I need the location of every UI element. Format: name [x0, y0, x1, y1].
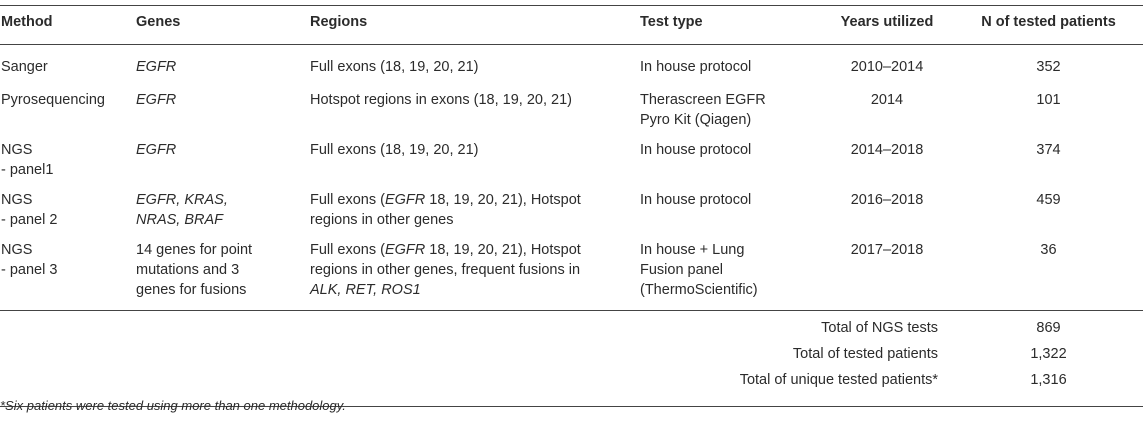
- table-row: Sanger EGFR Full exons (18, 19, 20, 21) In …: [0, 45, 1143, 84]
- table-row: NGS - panel 2 EGFR, KRAS, NRAS, BRAF Full ex…: [0, 183, 1143, 233]
- cell-regions: Full exons (18, 19, 20, 21): [310, 142, 479, 158]
- table-row: NGS - panel 3 14 genes for point mutations …: [0, 233, 1143, 311]
- total-value: 869: [1036, 320, 1061, 336]
- table-row: Pyrosequencing EGFR Hotspot regions in exo…: [0, 83, 1143, 133]
- header-regions: Regions: [310, 14, 368, 30]
- header-row: Method Genes Regions Test type Years uti…: [0, 5, 1143, 45]
- cell-regions: Hotspot regions in exons (18, 19, 20, 21…: [310, 92, 572, 108]
- header-n-patients: N of tested patients: [981, 14, 1116, 30]
- cell-test-type: In house protocol: [640, 59, 752, 75]
- cell-n-patients: 36: [1040, 242, 1057, 258]
- total-label: Total of NGS tests: [821, 320, 938, 336]
- cell-years: 2014–2018: [850, 142, 924, 158]
- cell-method: NGS - panel1: [1, 142, 54, 178]
- cell-test-type: In house protocol: [640, 192, 752, 208]
- cell-test-type: In house + Lung Fusion panel (ThermoScient…: [640, 242, 758, 298]
- total-row: Total of NGS tests 869: [0, 310, 1143, 345]
- cell-n-patients: 352: [1036, 59, 1061, 75]
- cell-method: NGS - panel 2: [1, 192, 58, 228]
- cell-years: 2010–2014: [850, 59, 924, 75]
- cell-genes: EGFR: [136, 142, 177, 158]
- footnote: *Six patients were tested using more tha…: [0, 398, 346, 413]
- cell-regions: Full exons (EGFR 18, 19, 20, 21), Hotspo…: [310, 242, 581, 298]
- cell-method: Sanger: [1, 59, 48, 75]
- cell-genes: EGFR: [136, 92, 177, 108]
- cell-test-type: In house protocol: [640, 142, 752, 158]
- cell-years: 2017–2018: [850, 242, 924, 258]
- cell-genes: 14 genes for point mutations and 3 genes f…: [136, 242, 253, 298]
- cell-regions: Full exons (18, 19, 20, 21): [310, 59, 479, 75]
- cell-n-patients: 459: [1036, 192, 1061, 208]
- results-table: Method Genes Regions Test type Years uti…: [0, 5, 1143, 407]
- cell-method: NGS - panel 3: [1, 242, 58, 278]
- total-value: 1,316: [1030, 372, 1067, 388]
- cell-regions: Full exons (EGFR 18, 19, 20, 21), Hotspo…: [310, 192, 581, 228]
- total-label: Total of tested patients: [792, 346, 938, 362]
- header-method: Method: [1, 14, 53, 30]
- cell-years: 2016–2018: [850, 192, 924, 208]
- total-row: Total of tested patients 1,322: [0, 344, 1143, 370]
- header-test-type: Test type: [640, 14, 703, 30]
- cell-years: 2014: [870, 92, 904, 108]
- total-row: Total of unique tested patients* 1,316: [0, 370, 1143, 407]
- header-genes: Genes: [136, 14, 181, 30]
- cell-method: Pyrosequencing: [1, 92, 105, 108]
- cell-genes: EGFR, KRAS, NRAS, BRAF: [136, 192, 228, 228]
- header-years: Years utilized: [840, 14, 934, 30]
- table-row: NGS - panel1 EGFR Full exons (18, 19, 20, 2…: [0, 133, 1143, 183]
- cell-test-type: Therascreen EGFR Pyro Kit (Qiagen): [640, 92, 766, 128]
- total-value: 1,322: [1030, 346, 1067, 362]
- total-label: Total of unique tested patients*: [739, 372, 938, 388]
- cell-n-patients: 374: [1036, 142, 1061, 158]
- cell-genes: EGFR: [136, 59, 177, 75]
- cell-n-patients: 101: [1036, 92, 1061, 108]
